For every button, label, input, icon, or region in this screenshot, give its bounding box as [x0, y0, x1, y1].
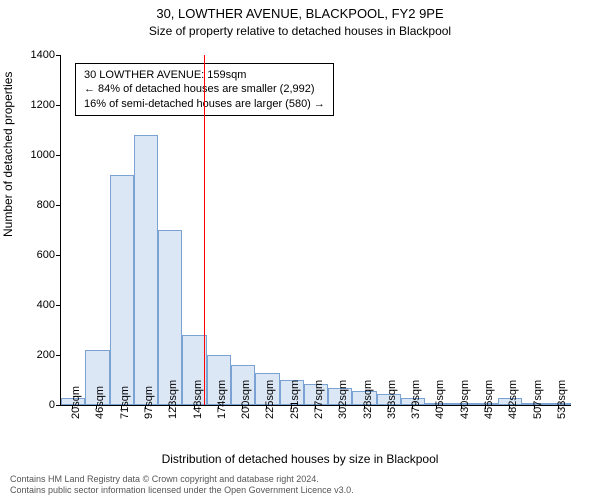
y-tick-label: 200 [5, 349, 55, 361]
y-tick-mark [56, 255, 60, 256]
y-tick-mark [56, 355, 60, 356]
y-tick-label: 1000 [5, 149, 55, 161]
chart-page: 30, LOWTHER AVENUE, BLACKPOOL, FY2 9PE S… [0, 0, 600, 500]
y-tick-mark [56, 405, 60, 406]
y-tick-label: 1400 [5, 49, 55, 61]
footer-line-1: Contains HM Land Registry data © Crown c… [10, 474, 354, 485]
y-tick-mark [56, 105, 60, 106]
y-tick-label: 800 [5, 199, 55, 211]
y-tick-mark [56, 155, 60, 156]
y-tick-label: 400 [5, 299, 55, 311]
y-tick-mark [56, 305, 60, 306]
footer: Contains HM Land Registry data © Crown c… [10, 474, 354, 496]
x-axis-label: Distribution of detached houses by size … [0, 452, 600, 466]
chart-title: 30, LOWTHER AVENUE, BLACKPOOL, FY2 9PE [0, 6, 600, 21]
y-tick-mark [56, 55, 60, 56]
y-tick-label: 1200 [5, 99, 55, 111]
histogram-bar [158, 230, 182, 405]
y-tick-label: 0 [5, 399, 55, 411]
histogram-bar [134, 135, 158, 405]
chart-subtitle: Size of property relative to detached ho… [0, 24, 600, 38]
y-tick-label: 600 [5, 249, 55, 261]
y-tick-mark [56, 205, 60, 206]
histogram-bar [110, 175, 134, 405]
footer-line-2: Contains public sector information licen… [10, 485, 354, 496]
marker-line [204, 55, 205, 405]
